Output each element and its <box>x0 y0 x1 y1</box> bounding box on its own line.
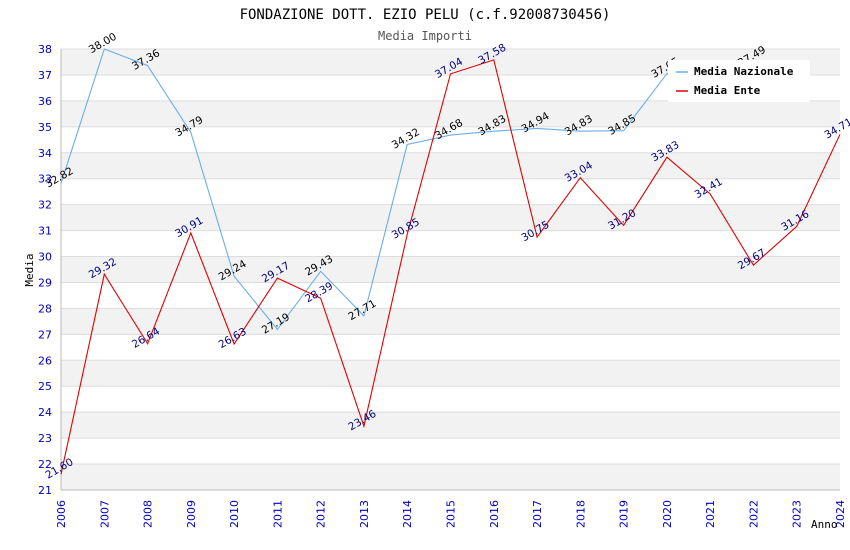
band-34 <box>61 126 840 153</box>
x-tick-label: 2009 <box>185 500 198 528</box>
x-tick-label: 2016 <box>488 500 501 528</box>
legend: Media Nazionale Media Ente <box>668 60 810 102</box>
x-tick-label: 2018 <box>574 500 587 528</box>
x-axis-label: Anno <box>811 518 838 531</box>
chart-title: FONDAZIONE DOTT. EZIO PELU (c.f.92008730… <box>240 7 611 23</box>
band-23 <box>61 412 840 439</box>
y-tick-label: 28 <box>38 302 52 315</box>
y-axis-label: Media <box>23 253 36 286</box>
y-tick-label: 36 <box>38 95 52 108</box>
band-35 <box>61 100 840 127</box>
band-27 <box>61 308 840 335</box>
y-tick-label: 32 <box>38 199 52 212</box>
x-tick-label: 2023 <box>791 500 804 528</box>
y-tick-label: 30 <box>38 251 52 264</box>
x-tick-label: 2006 <box>55 500 68 528</box>
band-24 <box>61 386 840 413</box>
legend-label-nazionale: Media Nazionale <box>694 65 794 78</box>
y-tick-labels: 21 22 23 24 25 26 27 28 29 30 31 32 33 34 35 36 37 38 <box>38 43 52 497</box>
x-tick-label: 2017 <box>531 500 544 528</box>
x-tick-label: 2021 <box>704 500 717 528</box>
x-tick-label: 2012 <box>315 500 328 528</box>
band-29 <box>61 256 840 283</box>
y-tick-label: 24 <box>38 406 52 419</box>
x-tick-label: 2020 <box>661 500 674 528</box>
band-31 <box>61 204 840 231</box>
background-bands <box>61 49 840 490</box>
x-tick-label: 2022 <box>747 500 760 528</box>
x-tick-labels: 2006 2007 2008 2009 2010 2011 2012 2013 2014 2015… <box>55 500 847 528</box>
band-22 <box>61 438 840 465</box>
axes <box>60 49 840 491</box>
legend-box <box>668 60 810 102</box>
y-tick-label: 22 <box>38 458 52 471</box>
y-tick-label: 29 <box>38 276 52 289</box>
x-tick-label: 2014 <box>401 500 414 528</box>
x-tick-label: 2024 <box>834 500 847 528</box>
x-tick-label: 2019 <box>618 500 631 528</box>
y-tick-label: 23 <box>38 432 52 445</box>
band-26 <box>61 334 840 361</box>
band-25 <box>61 360 840 387</box>
series-line-ente <box>60 59 841 475</box>
band-32 <box>61 178 840 205</box>
chart-subtitle: Media Importi <box>378 29 472 43</box>
y-tick-label: 35 <box>38 121 52 134</box>
band-30 <box>61 230 840 257</box>
y-tick-label: 33 <box>38 173 52 186</box>
x-tick-label: 2007 <box>98 500 111 528</box>
series-lines <box>60 48 841 475</box>
y-tick-label: 26 <box>38 354 52 367</box>
band-21 <box>61 464 840 490</box>
y-tick-label: 34 <box>38 147 52 160</box>
x-tick-label: 2015 <box>445 500 458 528</box>
y-tick-label: 37 <box>38 69 52 82</box>
band-28 <box>61 282 840 309</box>
y-tick-label: 25 <box>38 380 52 393</box>
y-tick-label: 38 <box>38 43 52 56</box>
x-tick-label: 2008 <box>142 500 155 528</box>
x-tick-label: 2011 <box>271 500 284 528</box>
series-line-nazionale <box>60 48 754 331</box>
legend-label-ente: Media Ente <box>694 84 761 97</box>
y-tick-label: 21 <box>38 484 52 497</box>
band-33 <box>61 152 840 179</box>
y-tick-label: 31 <box>38 225 52 238</box>
y-tick-label: 27 <box>38 328 52 341</box>
x-tick-label: 2013 <box>358 500 371 528</box>
x-tick-label: 2010 <box>228 500 241 528</box>
